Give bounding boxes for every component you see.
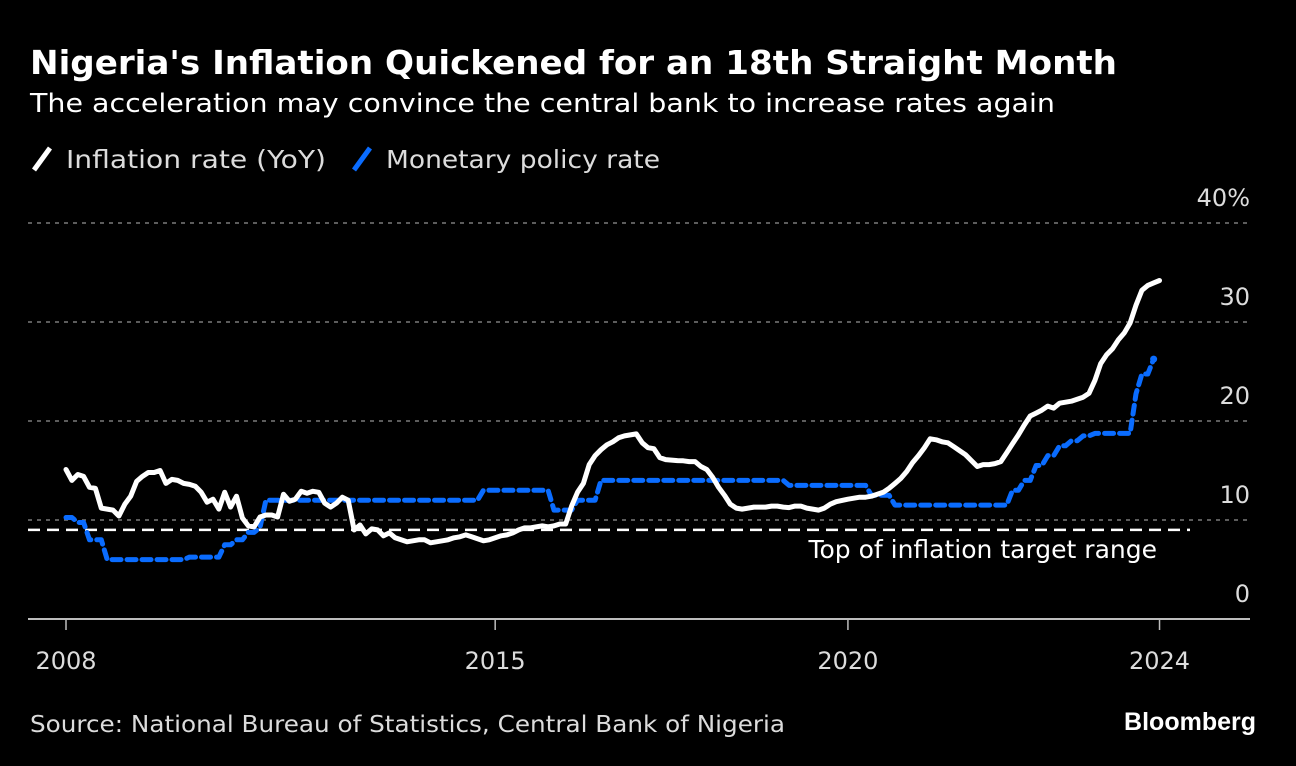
source-note: Source: National Bureau of Statistics, C… [30, 712, 785, 738]
series-end-marker-policy-rate [1150, 355, 1158, 363]
legend-swatch-inflation-icon [31, 146, 53, 172]
legend: Inflation rate (YoY) Monetary policy rat… [31, 145, 660, 174]
x-axis-ticks: 2008 2015 2020 2024 [35, 620, 1190, 675]
legend-label-inflation: Inflation rate (YoY) [66, 145, 326, 174]
legend-item-policy-rate: Monetary policy rate [351, 145, 660, 174]
x-tick-label: 2024 [1129, 647, 1190, 675]
y-tick-label: 10 [1219, 481, 1250, 509]
y-tick-label: 30 [1219, 283, 1250, 311]
legend-item-inflation: Inflation rate (YoY) [31, 145, 326, 174]
series [63, 278, 1162, 563]
legend-label-policy-rate: Monetary policy rate [386, 145, 660, 174]
target-range-label: Top of inflation target range [807, 535, 1157, 564]
y-axis-labels: 40% 30 20 10 0 [1197, 184, 1250, 608]
legend-swatch-policy-rate-icon [351, 146, 373, 172]
series-line-policy-rate [63, 356, 1157, 563]
y-tick-label: 0 [1235, 580, 1250, 608]
y-tick-label: 40% [1197, 184, 1250, 212]
chart-subtitle: The acceleration may convince the centra… [29, 89, 1055, 119]
series-line-inflation [63, 278, 1162, 546]
gridlines [28, 222, 1250, 521]
bloomberg-logo: Bloomberg [1124, 708, 1256, 736]
x-tick-label: 2008 [35, 647, 96, 675]
x-tick-label: 2015 [465, 647, 526, 675]
target-reference: Top of inflation target range [28, 528, 1190, 564]
x-tick-label: 2020 [817, 647, 878, 675]
y-tick-label: 20 [1219, 382, 1250, 410]
chart-title: Nigeria's Inflation Quickened for an 18t… [30, 43, 1117, 82]
